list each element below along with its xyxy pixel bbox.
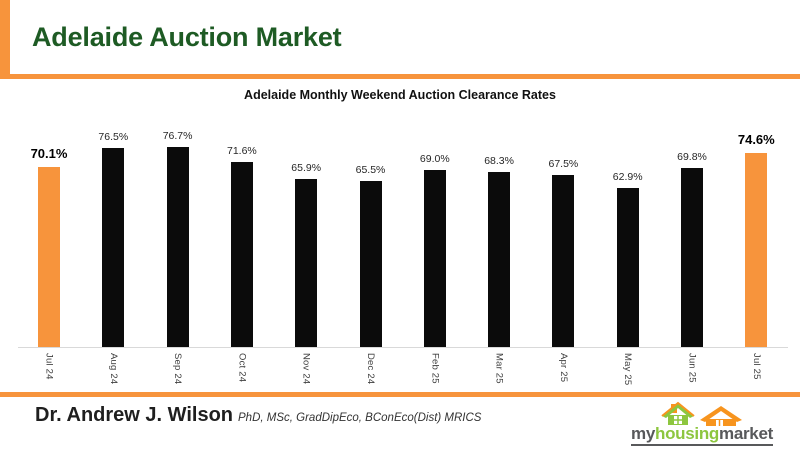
logo-part-housing: housing [655,424,719,443]
bar-value-label: 70.1% [30,145,68,161]
x-axis-label: Aug 24 [107,353,119,385]
page-title: Adelaide Auction Market [32,22,342,52]
x-axis-label: May 25 [622,353,634,386]
logo-part-market: market [719,424,773,443]
header-divider [0,74,800,79]
bar-value-label: 76.5% [98,130,129,143]
x-axis-label: Jul 24 [43,353,55,380]
bar [295,179,318,347]
author-name: Dr. Andrew J. Wilson [35,404,233,426]
bar-value-label: 67.5% [548,157,579,170]
bar [552,174,575,347]
x-axis-label: Feb 25 [429,353,441,384]
bar [745,153,768,347]
logo-part-my: my [631,424,655,443]
x-axis-label: Jun 25 [686,353,698,383]
bar [681,167,703,347]
bar [359,180,382,347]
logo-wordmark: myhousingmarket [631,425,773,446]
bar [488,172,511,347]
clearance-rates-chart: Adelaide Monthly Weekend Auction Clearan… [0,84,800,392]
bar-value-label: 62.9% [612,171,643,184]
bar-value-label: 71.6% [227,145,257,158]
bar-value-label: 76.7% [162,129,193,142]
bar [423,170,446,347]
x-axis-line [18,347,788,348]
footer-divider [0,392,800,397]
x-axis-label: Sep 24 [172,353,184,385]
x-axis-label: Apr 25 [557,353,569,383]
bar-value-label: 69.8% [677,150,707,163]
houses-icon [661,401,742,426]
bar-value-label: 69.0% [419,153,450,165]
bar-value-label: 74.6% [737,132,775,148]
x-axis-label: Jul 25 [750,353,762,380]
bar [102,147,125,347]
bar [38,166,60,347]
chart-title: Adelaide Monthly Weekend Auction Clearan… [244,88,556,102]
x-axis-label: Mar 25 [493,353,505,384]
x-axis-label: Nov 24 [300,353,312,385]
author-credit: Dr. Andrew J. Wilson PhD, MSc, GradDipEco… [35,404,481,427]
header-left-accent-bar [0,0,10,79]
bar-value-label: 68.3% [484,155,514,168]
x-axis-label: Dec 24 [365,353,376,385]
author-credentials: PhD, MSc, GradDipEco, BConEco(Dist) MRIC… [238,412,482,424]
bar [616,188,639,347]
myhousingmarket-logo: myhousingmarket [612,398,792,446]
x-axis-label: Oct 24 [236,353,248,383]
bar [230,162,253,347]
bar [166,146,189,347]
bar-value-label: 65.5% [355,163,386,176]
bar-value-label: 65.9% [291,162,322,175]
